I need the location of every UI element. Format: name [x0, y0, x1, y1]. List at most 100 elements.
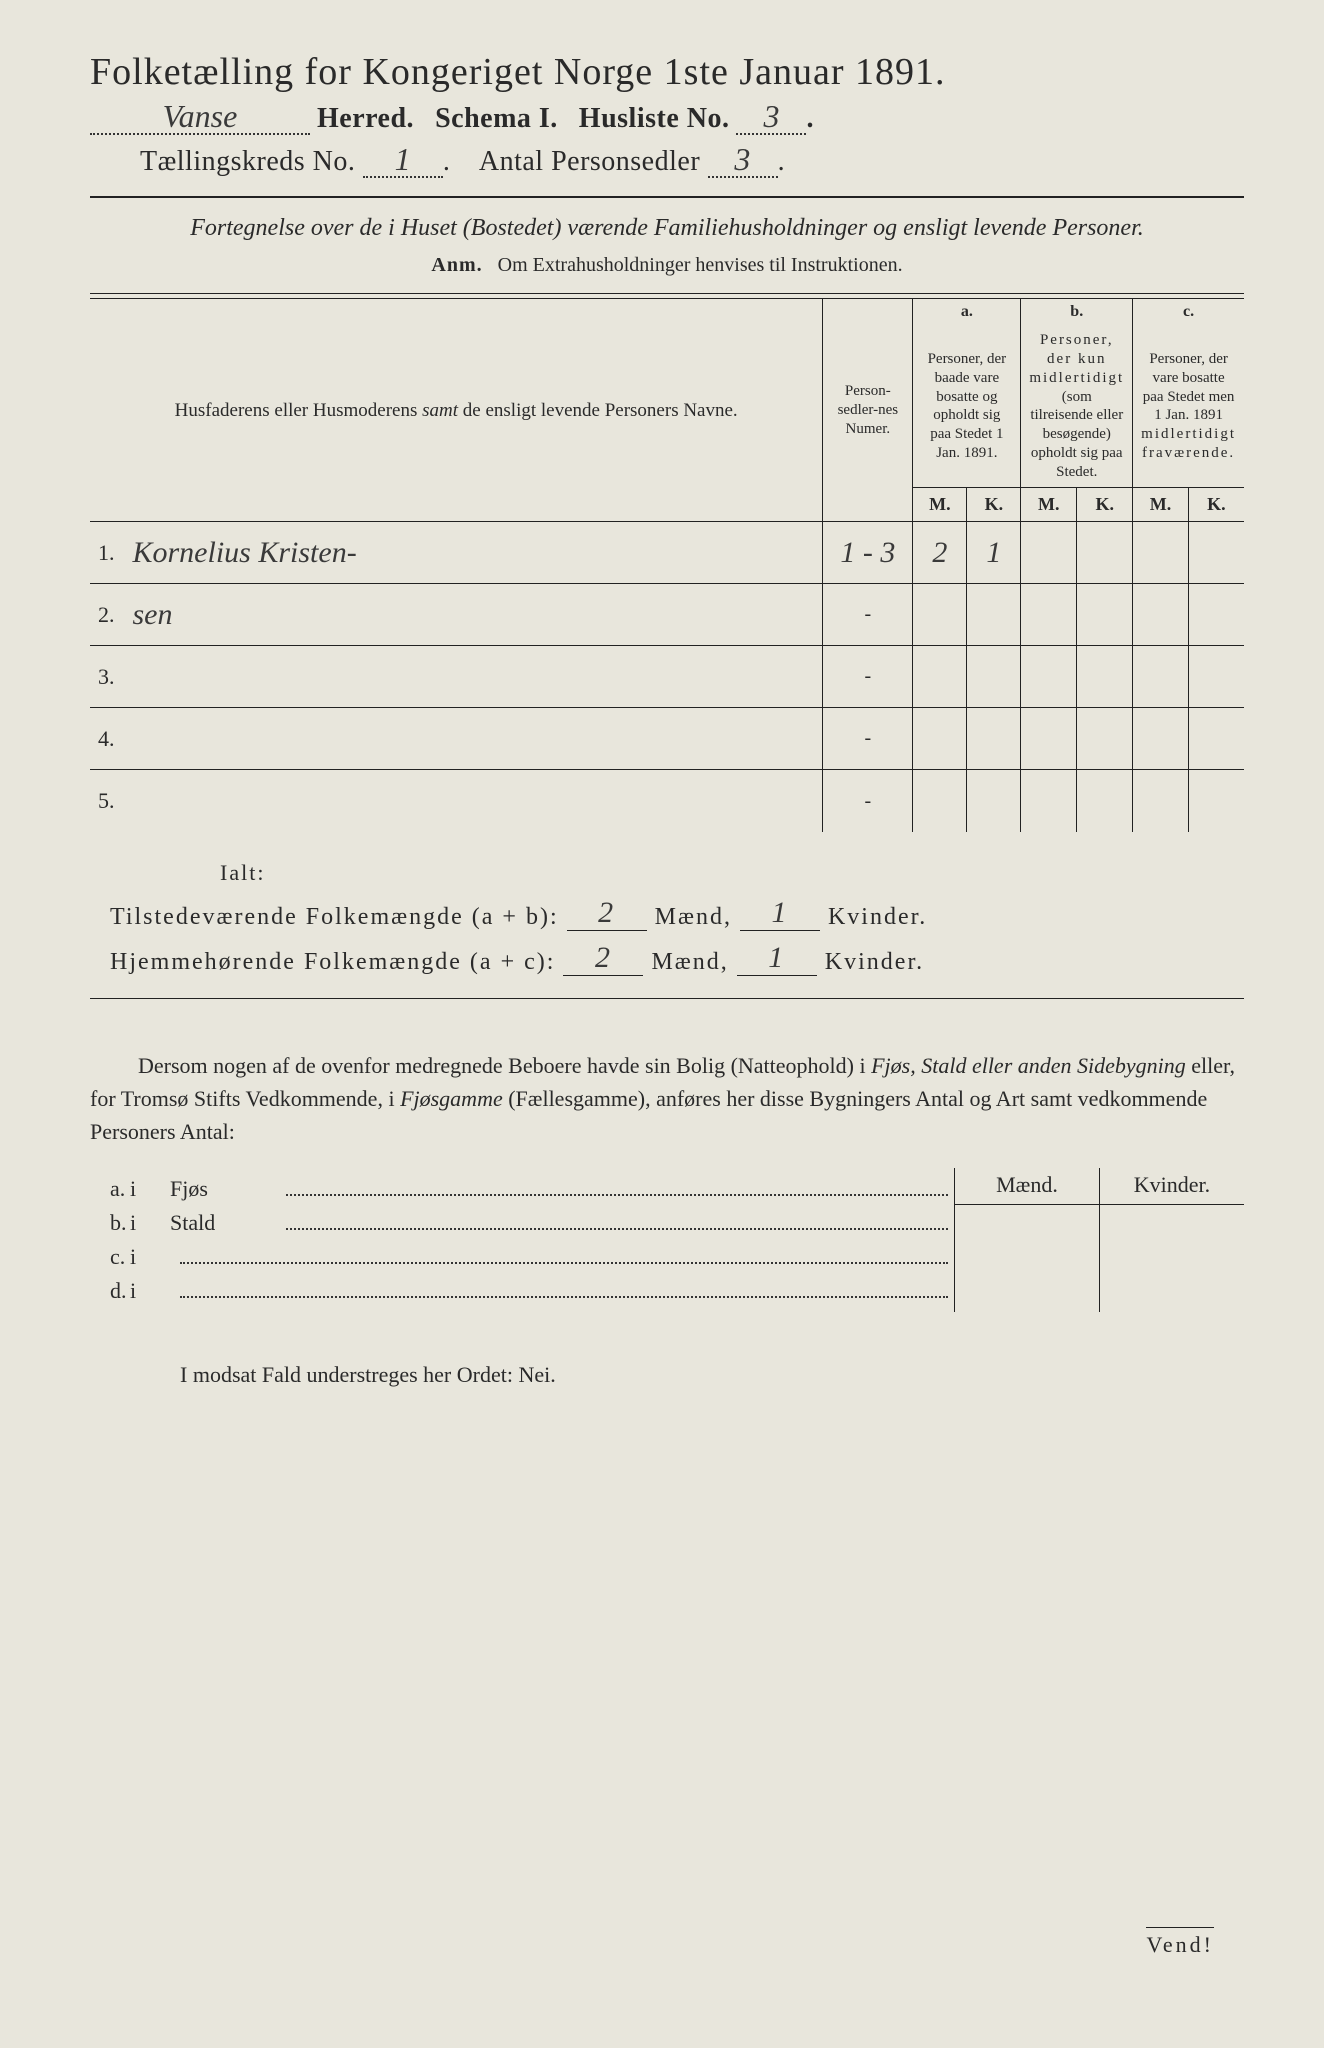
cell-c-m [1133, 522, 1189, 584]
row-num: 1. [90, 522, 125, 584]
page-title: Folketælling for Kongeriget Norge 1ste J… [90, 50, 1244, 94]
herred-field: Vanse [90, 100, 310, 135]
cell-c-k [1188, 584, 1244, 646]
cell-c-m [1133, 770, 1189, 832]
cell-c-k [1188, 522, 1244, 584]
name-value: Kornelius Kristen- [133, 536, 357, 569]
sum2-m: 2 [595, 941, 612, 974]
antal-field: 3 [708, 143, 778, 178]
fortegnelse-text: Fortegnelse over de i Huset (Bostedet) v… [90, 212, 1244, 244]
numer-value: 1 - 3 [840, 536, 895, 569]
b-m-header: M. [1021, 488, 1077, 522]
c-k-header: K. [1188, 488, 1244, 522]
cell-a-k [967, 770, 1021, 832]
summary-2: Hjemmehørende Folkemængde (a + c): 2 Mæn… [110, 941, 1244, 976]
anm-line: Anm. Om Extrahusholdninger henvises til … [90, 254, 1244, 277]
anm-label: Anm. [431, 254, 482, 276]
row-num: 2. [90, 584, 125, 646]
table-row: 2. sen - [90, 584, 1244, 646]
side-building-section: a. i Fjøs b. i Stald c. i d. i Mænd. [90, 1168, 1244, 1312]
ialt-label: Ialt: [220, 860, 1244, 886]
divider [90, 998, 1244, 999]
anm-text: Om Extrahusholdninger henvises til Instr… [498, 254, 903, 276]
census-table: Husfaderens eller Husmoderens samt de en… [90, 298, 1244, 832]
cell-c-k [1188, 708, 1244, 770]
side-letter: c. [90, 1244, 130, 1270]
col-b-label: b. [1021, 299, 1133, 326]
cell-b-k [1077, 708, 1133, 770]
side-right: Mænd. Kvinder. [954, 1168, 1244, 1312]
cell-a-k [967, 584, 1021, 646]
husliste-no-field: 3 [736, 100, 806, 135]
husliste-label: Husliste No. [579, 103, 730, 134]
cell-b-k [1077, 646, 1133, 708]
cell-b-m [1021, 584, 1077, 646]
side-maend-col: Mænd. [955, 1168, 1100, 1312]
cell-b-k [1077, 522, 1133, 584]
side-kvinder-header: Kvinder. [1100, 1172, 1244, 1205]
row-numer: - [823, 584, 913, 646]
kreds-label: Tællingskreds No. [140, 146, 355, 177]
herred-value: Vanse [163, 98, 238, 134]
kreds-no: 1 [395, 141, 412, 177]
col1-header: Husfaderens eller Husmoderens samt de en… [90, 299, 823, 522]
col-a-label: a. [913, 299, 1021, 326]
divider [90, 196, 1244, 198]
side-building-paragraph: Dersom nogen af de ovenfor medregnede Be… [90, 1049, 1244, 1148]
row-name: sen [125, 584, 823, 646]
row-name [125, 646, 823, 708]
cell-b-k [1077, 770, 1133, 832]
side-row: b. i Stald [90, 1210, 954, 1236]
side-i: i [130, 1278, 170, 1304]
dotted-line [286, 1214, 948, 1230]
sum1-k: 1 [771, 896, 788, 929]
table-row: 5. - [90, 770, 1244, 832]
row-numer: - [823, 646, 913, 708]
cell-a-m [913, 770, 967, 832]
table-row: 1. Kornelius Kristen- 1 - 3 2 1 [90, 522, 1244, 584]
row-num: 5. [90, 770, 125, 832]
cell-a-m [913, 646, 967, 708]
cell-a-k [967, 708, 1021, 770]
col-b-text: Personer, der kun midlertidigt (som tilr… [1021, 325, 1133, 488]
side-letter: d. [90, 1278, 130, 1304]
maend-label: Mænd, [655, 904, 732, 930]
sum2-k: 1 [768, 941, 785, 974]
side-letter: b. [90, 1210, 130, 1236]
dotted-line [286, 1180, 948, 1196]
kvinder-label: Kvinder. [828, 904, 927, 930]
header-line-3: Tællingskreds No. 1. Antal Personsedler … [90, 143, 1244, 178]
name-value: sen [133, 598, 173, 631]
vend-label: Vend! [1146, 1927, 1214, 1958]
kvinder-label: Kvinder. [825, 949, 924, 975]
table-row: 3. - [90, 646, 1244, 708]
schema-label: Schema I. [435, 103, 558, 134]
modsat-text: I modsat Fald understreges her Ordet: Ne… [180, 1362, 1244, 1388]
side-row: d. i [90, 1278, 954, 1304]
sum2-label: Hjemmehørende Folkemængde (a + c): [110, 949, 555, 975]
cell-c-m [1133, 646, 1189, 708]
herred-label: Herred. [317, 103, 414, 134]
cell-b-m [1021, 522, 1077, 584]
side-left: a. i Fjøs b. i Stald c. i d. i [90, 1168, 954, 1312]
sum1-m-field: 2 [567, 896, 647, 931]
side-maend-header: Mænd. [955, 1172, 1099, 1205]
row-numer: - [823, 708, 913, 770]
c-m-header: M. [1133, 488, 1189, 522]
sum1-k-field: 1 [740, 896, 820, 931]
dotted-line [180, 1248, 948, 1264]
row-num: 3. [90, 646, 125, 708]
cell-b-k [1077, 584, 1133, 646]
cell-a-m: 2 [913, 522, 967, 584]
a-k-header: K. [967, 488, 1021, 522]
side-type: Stald [170, 1210, 280, 1236]
dotted-line [180, 1282, 948, 1298]
cell-b-m [1021, 770, 1077, 832]
sum2-m-field: 2 [563, 941, 643, 976]
sum1-m: 2 [598, 896, 615, 929]
antal-label: Antal Personsedler [479, 146, 700, 177]
row-name [125, 708, 823, 770]
b-k-header: K. [1077, 488, 1133, 522]
col2-header: Person-sedler-nes Numer. [823, 299, 913, 522]
side-kvinder-col: Kvinder. [1100, 1168, 1244, 1312]
